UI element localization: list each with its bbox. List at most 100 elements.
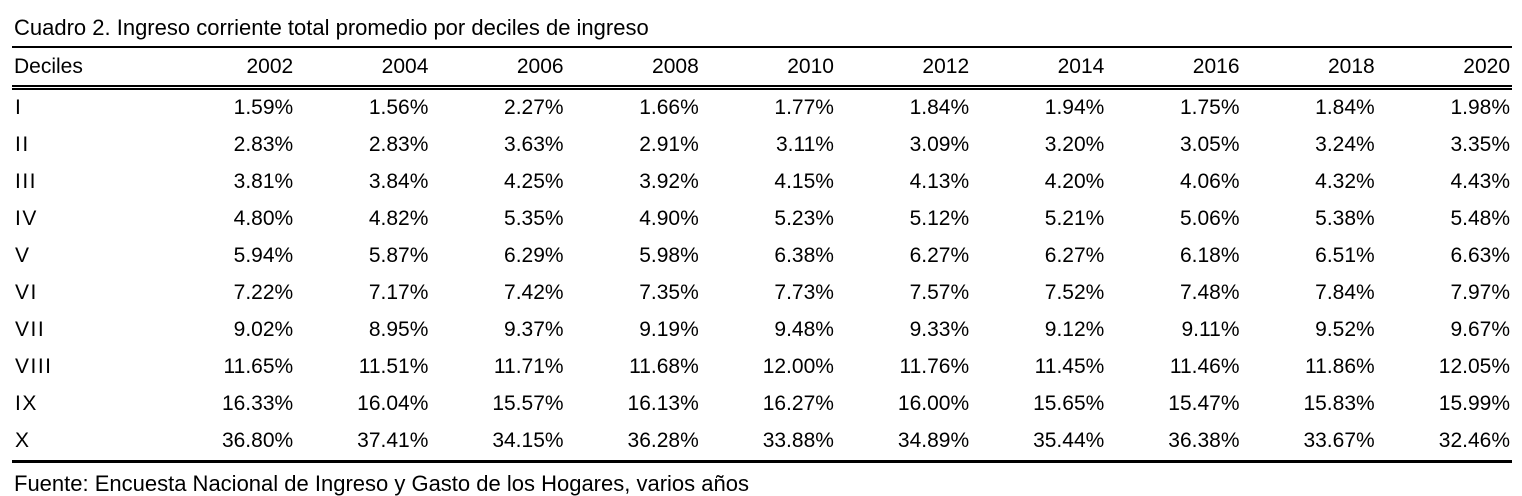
decile-label: V [15,244,31,267]
value-cell: 36.28% [565,423,701,463]
decile-label: IV [15,207,38,230]
table-row: I 1.59% 1.56% 2.27% 1.66% 1.77% 1.84% 1.94% 1.75… [12,88,1512,128]
table-row: II 2.83% 2.83% 3.63% 2.91% 3.11% 3.09% 3.20% 3.0… [12,127,1512,164]
value-cell: 1.56% [368,96,429,119]
table-row: IX 16.33% 16.04% 15.57% 16.13% 16.27% 16.00% 15… [12,386,1512,423]
value-cell: 4.43% [1450,170,1510,193]
value-cell: 5.35% [504,207,564,230]
value-cell: 11.51% [358,355,429,378]
table-row: IV 4.80% 4.82% 5.35% 4.90% 5.23% 5.12% 5.21% 5.0… [12,201,1512,238]
value-cell: 5.23% [774,207,834,230]
column-header-2010: 2010 [700,48,836,90]
value-cell: 15.47% [1168,392,1240,415]
value-cell: 1.84% [1315,96,1375,119]
value-cell: 6.51% [1315,244,1375,267]
value-cell: 5.98% [639,244,699,267]
value-cell: 5.87% [368,244,429,267]
value-cell: 4.20% [1044,170,1105,193]
value-cell: 11.46% [1169,355,1240,378]
table-header: Deciles 2002 2004 2006 2008 2010 2012 20… [12,48,1512,90]
value-cell: 9.52% [1315,318,1375,341]
value-cell: 11.76% [899,355,970,378]
column-header-2004: 2004 [295,48,431,90]
value-cell: 1.77% [774,96,834,119]
value-cell: 2.27% [504,96,564,119]
column-header-2014: 2014 [971,48,1107,90]
decile-label: II [15,133,30,156]
decile-label: IX [15,392,38,415]
decile-label: III [15,170,38,193]
value-cell: 15.65% [1033,392,1105,415]
value-cell: 2.83% [233,133,294,156]
value-cell: 12.00% [762,355,834,378]
value-cell: 1.94% [1044,96,1105,119]
value-cell: 3.24% [1315,133,1375,156]
value-cell: 16.27% [762,392,834,415]
value-cell: 4.80% [233,207,294,230]
value-cell: 3.35% [1450,133,1510,156]
value-cell: 4.06% [1179,170,1240,193]
value-cell: 11.45% [1034,355,1105,378]
header-row: Deciles 2002 2004 2006 2008 2010 2012 20… [12,48,1512,90]
value-cell: 3.11% [775,133,834,156]
value-cell: 15.83% [1303,392,1375,415]
value-cell: 6.27% [1044,244,1105,267]
value-cell: 6.29% [504,244,564,267]
value-cell: 11.71% [493,355,564,378]
value-cell: 7.52% [1044,281,1105,304]
value-cell: 5.94% [233,244,294,267]
table-row: VIII 11.65% 11.51% 11.71% 11.68% 12.00% 11.76%… [12,349,1512,386]
value-cell: 5.21% [1044,207,1105,230]
value-cell: 7.57% [909,281,970,304]
value-cell: 6.18% [1179,244,1240,267]
table-row: V 5.94% 5.87% 6.29% 5.98% 6.38% 6.27% 6.27% 6.18… [12,238,1512,275]
column-header-2002: 2002 [160,48,296,90]
value-cell: 7.17% [368,281,429,304]
decile-label: VIII [15,355,53,378]
table-row: III 3.81% 3.84% 4.25% 3.92% 4.15% 4.13% 4.20% 4.… [12,164,1512,201]
value-cell: 4.32% [1315,170,1375,193]
value-cell: 7.97% [1450,281,1510,304]
source-note: Fuente: Encuesta Nacional de Ingreso y G… [14,471,749,496]
value-cell: 5.06% [1179,207,1240,230]
value-cell: 37.41% [295,423,431,463]
deciles-table: Deciles 2002 2004 2006 2008 2010 2012 20… [12,48,1512,463]
value-cell: 3.09% [909,133,970,156]
value-cell: 7.42% [504,281,564,304]
column-header-deciles: Deciles [12,48,160,90]
value-cell: 15.57% [492,392,564,415]
value-cell: 6.27% [909,244,970,267]
value-cell: 9.12% [1044,318,1105,341]
value-cell: 4.25% [504,170,564,193]
table-row: VII 9.02% 8.95% 9.37% 9.19% 9.48% 9.33% 9.12% 9.… [12,312,1512,349]
value-cell: 34.89% [835,423,972,463]
value-cell: 11.68% [629,355,699,378]
column-header-2016: 2016 [1106,48,1242,90]
value-cell: 1.98% [1450,96,1510,119]
value-cell: 4.13% [909,170,970,193]
value-cell: 1.75% [1179,96,1240,119]
value-cell: 6.63% [1450,244,1510,267]
value-cell: 7.48% [1179,281,1240,304]
value-cell: 34.15% [430,423,566,463]
value-cell: 9.11% [1181,318,1240,341]
value-cell: 32.46% [1376,423,1512,463]
column-header-2020: 2020 [1376,48,1512,90]
decile-label: I [15,96,23,119]
value-cell: 7.84% [1315,281,1375,304]
value-cell: 9.48% [774,318,834,341]
value-cell: 4.82% [368,207,429,230]
table-body: I 1.59% 1.56% 2.27% 1.66% 1.77% 1.84% 1.94% 1.75… [12,88,1512,463]
value-cell: 16.33% [221,392,294,415]
value-cell: 5.12% [909,207,970,230]
value-cell: 16.13% [627,392,699,415]
value-cell: 7.35% [639,281,699,304]
value-cell: 1.66% [639,96,699,119]
value-cell: 5.38% [1315,207,1375,230]
value-cell: 11.65% [223,355,294,378]
value-cell: 3.92% [639,170,699,193]
value-cell: 8.95% [368,318,429,341]
value-cell: 9.67% [1450,318,1510,341]
table-title: Cuadro 2. Ingreso corriente total promed… [12,6,1512,48]
